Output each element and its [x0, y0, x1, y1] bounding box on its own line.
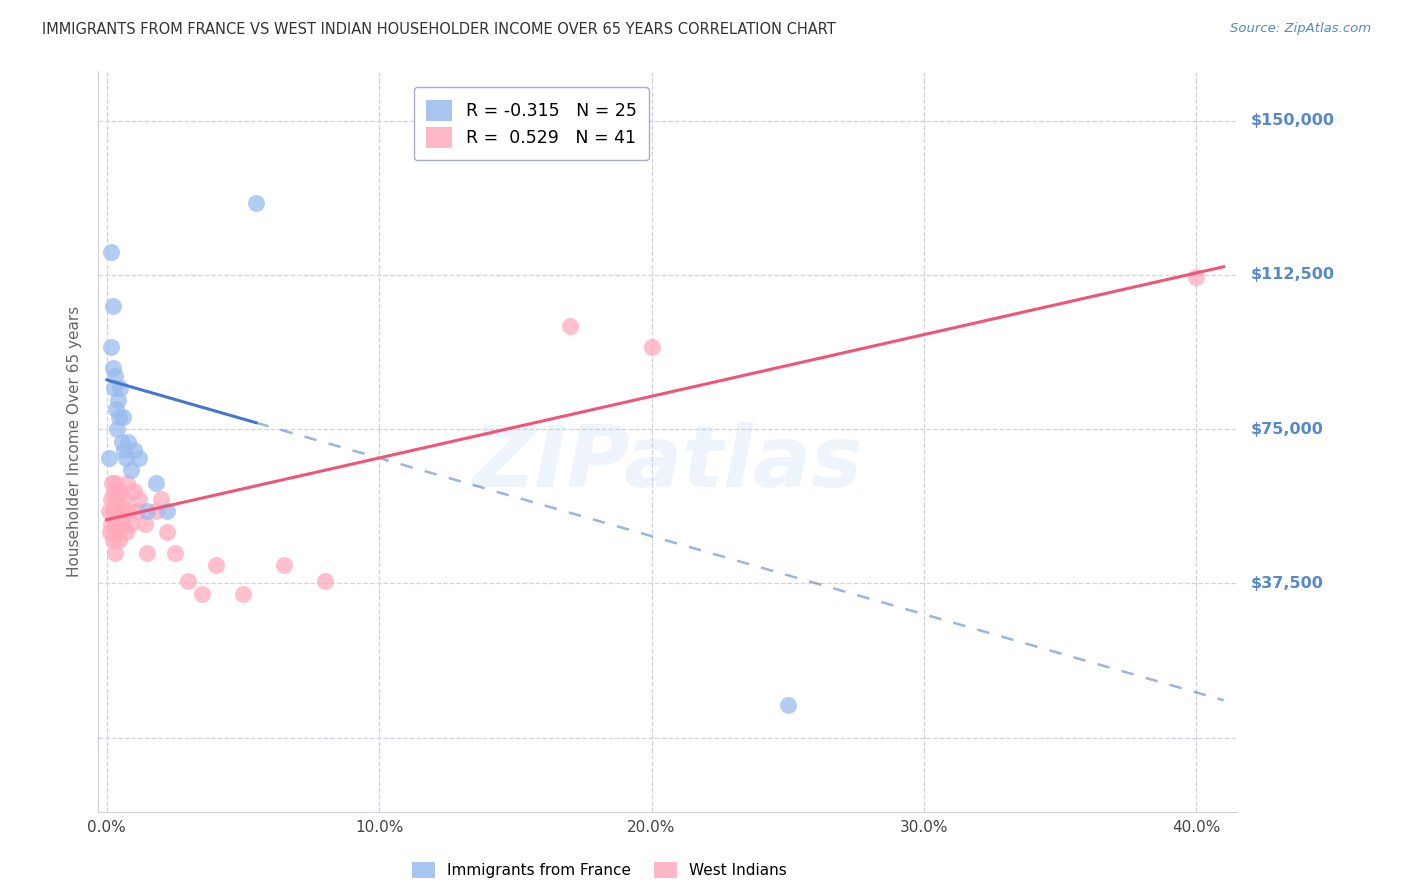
Point: [155, 524, 177, 539]
Point: [136, 504, 159, 518]
Point: [114, 524, 136, 539]
Point: [128, 450, 150, 465]
Point: [107, 393, 129, 408]
Point: [114, 450, 136, 465]
Point: [100, 492, 122, 507]
Point: [111, 409, 134, 424]
Point: [110, 434, 132, 449]
Point: [98, 524, 121, 539]
Point: [776, 698, 799, 712]
Point: [101, 475, 124, 490]
Point: [110, 483, 132, 498]
Point: [104, 368, 127, 383]
Point: [232, 587, 254, 601]
Text: ZIPatlas: ZIPatlas: [472, 422, 863, 505]
Point: [204, 558, 226, 572]
Point: [107, 524, 129, 539]
Point: [100, 516, 122, 531]
Point: [120, 463, 142, 477]
Point: [115, 475, 138, 490]
Text: $75,000: $75,000: [1251, 422, 1324, 437]
Point: [101, 533, 124, 548]
Point: [97, 504, 120, 518]
Point: [105, 422, 128, 436]
Y-axis label: Householder Income Over 65 years: Householder Income Over 65 years: [67, 306, 83, 577]
Point: [104, 545, 127, 560]
Text: $150,000: $150,000: [1251, 113, 1336, 128]
Point: [103, 483, 125, 498]
Text: $112,500: $112,500: [1251, 268, 1336, 283]
Point: [105, 401, 128, 416]
Point: [640, 340, 662, 354]
Point: [110, 381, 132, 395]
Point: [117, 434, 139, 449]
Point: [558, 319, 581, 334]
Point: [122, 483, 145, 498]
Point: [111, 492, 134, 507]
Point: [125, 504, 148, 518]
Point: [191, 587, 214, 601]
Point: [112, 442, 135, 457]
Point: [314, 574, 336, 589]
Point: [128, 492, 150, 507]
Point: [245, 196, 267, 211]
Point: [145, 504, 167, 518]
Point: [107, 504, 129, 518]
Point: [155, 504, 177, 518]
Text: IMMIGRANTS FROM FRANCE VS WEST INDIAN HOUSEHOLDER INCOME OVER 65 YEARS CORRELATI: IMMIGRANTS FROM FRANCE VS WEST INDIAN HO…: [42, 22, 837, 37]
Point: [100, 245, 122, 260]
Point: [122, 442, 145, 457]
Point: [100, 340, 122, 354]
Point: [103, 504, 125, 518]
Point: [108, 533, 131, 548]
Point: [110, 516, 132, 531]
Point: [150, 492, 173, 507]
Point: [105, 492, 128, 507]
Point: [101, 299, 124, 313]
Point: [1185, 270, 1208, 285]
Point: [117, 504, 139, 518]
Point: [104, 475, 127, 490]
Point: [163, 545, 186, 560]
Point: [136, 545, 159, 560]
Point: [120, 516, 142, 531]
Point: [105, 516, 128, 531]
Point: [177, 574, 200, 589]
Text: $37,500: $37,500: [1251, 576, 1324, 591]
Point: [134, 516, 156, 531]
Point: [103, 381, 125, 395]
Point: [273, 558, 295, 572]
Point: [145, 475, 167, 490]
Point: [103, 360, 125, 375]
Legend: Immigrants from France, West Indians: Immigrants from France, West Indians: [405, 855, 794, 886]
Text: Source: ZipAtlas.com: Source: ZipAtlas.com: [1230, 22, 1371, 36]
Point: [108, 409, 131, 424]
Point: [112, 504, 135, 518]
Point: [97, 450, 120, 465]
